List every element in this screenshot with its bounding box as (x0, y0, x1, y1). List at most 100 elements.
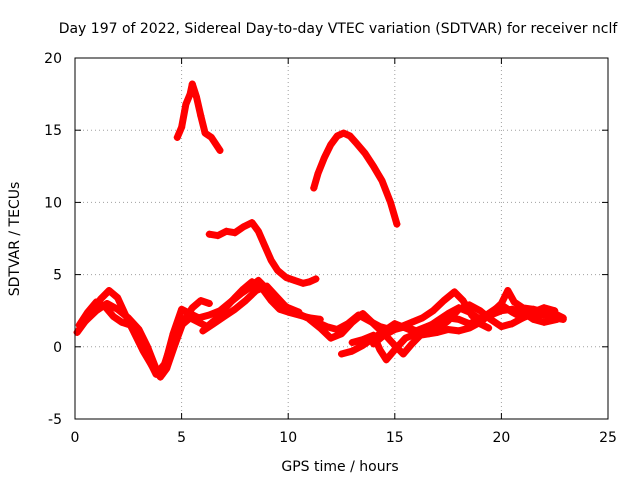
y-tick-label: 15 (44, 123, 62, 139)
x-tick-label: 25 (599, 430, 617, 446)
data-point (231, 229, 239, 237)
data-point (402, 323, 409, 331)
data-point (231, 305, 239, 313)
data-point (144, 343, 151, 351)
data-point (199, 327, 207, 335)
data-point (310, 184, 318, 192)
data-point (105, 287, 113, 294)
data-point (306, 315, 313, 323)
data-point (338, 350, 345, 358)
data-point (451, 288, 458, 296)
tick-layer: 0 5 10 15 20 25 -5 0 5 10 15 20 (44, 51, 617, 446)
data-point (186, 90, 194, 98)
data-point (348, 339, 356, 346)
data-point (306, 278, 313, 286)
data-point (376, 346, 384, 354)
y-tick-label: 5 (53, 268, 62, 284)
data-point (551, 307, 559, 315)
data-point (348, 318, 356, 326)
data-point (408, 318, 416, 326)
grid-layer (75, 58, 608, 419)
data-point (284, 305, 292, 313)
y-tick-label: 10 (44, 195, 62, 211)
data-point (201, 129, 209, 137)
data-point (188, 304, 196, 312)
series-arc-2 (75, 278, 324, 378)
data-point (186, 310, 194, 318)
data-point (508, 320, 516, 328)
data-point (529, 308, 537, 316)
y-tick-label: 0 (53, 340, 62, 356)
data-point (476, 307, 484, 315)
data-point (433, 326, 441, 333)
data-point (370, 331, 377, 339)
data-point (254, 276, 262, 284)
x-tick-label: 5 (177, 430, 186, 446)
data-point (455, 327, 463, 335)
data-point (393, 220, 401, 228)
data-point (158, 370, 166, 378)
data-point (346, 132, 354, 140)
data-point (103, 300, 111, 307)
data-point (444, 326, 452, 333)
data-point (114, 305, 122, 313)
data-point (510, 298, 518, 306)
x-tick-label: 20 (492, 430, 510, 446)
data-point (227, 298, 235, 306)
y-axis-label: SDTVAR / TECUs (7, 182, 23, 297)
data-point (220, 313, 228, 320)
data-point (508, 308, 516, 316)
data-point (312, 275, 320, 283)
data-point (109, 313, 117, 320)
data-point (540, 304, 548, 312)
data-point (327, 334, 335, 342)
data-point (274, 266, 281, 274)
data-point (519, 314, 527, 322)
y-tick-label: 20 (44, 51, 62, 67)
data-point (361, 149, 369, 157)
data-point (391, 326, 399, 333)
data-point (370, 340, 377, 348)
x-tick-label: 0 (71, 430, 80, 446)
data-point (205, 311, 213, 319)
data-point (254, 227, 262, 235)
data-point (399, 350, 407, 358)
x-axis-label: GPS time / hours (281, 459, 398, 475)
data-point (320, 154, 328, 162)
data-point (178, 123, 186, 131)
data-point (282, 274, 290, 281)
data-point (169, 330, 177, 338)
data-point (195, 314, 203, 322)
data-point (205, 300, 213, 307)
data-point (340, 129, 348, 137)
data-point (216, 307, 224, 315)
data-point (118, 318, 126, 326)
data-point (267, 256, 275, 264)
data-point (440, 297, 448, 305)
data-point (274, 294, 281, 302)
data-point (248, 219, 256, 227)
data-point (92, 298, 100, 306)
data-point (237, 289, 245, 297)
data-point (455, 315, 463, 323)
data-point (152, 365, 160, 372)
data-point (291, 276, 299, 284)
data-point (193, 93, 200, 101)
data-point (370, 320, 377, 328)
data-point (178, 305, 186, 313)
data-point (359, 336, 367, 344)
data-point (182, 100, 190, 108)
series-arc-9 (173, 80, 224, 154)
data-point (540, 311, 548, 319)
data-point (207, 133, 215, 141)
data-point (299, 279, 307, 287)
data-point (261, 242, 269, 250)
data-point (222, 227, 230, 235)
data-point (246, 284, 254, 292)
data-point (497, 323, 505, 331)
data-point (391, 346, 399, 354)
data-point (359, 310, 367, 318)
data-point (465, 320, 473, 328)
